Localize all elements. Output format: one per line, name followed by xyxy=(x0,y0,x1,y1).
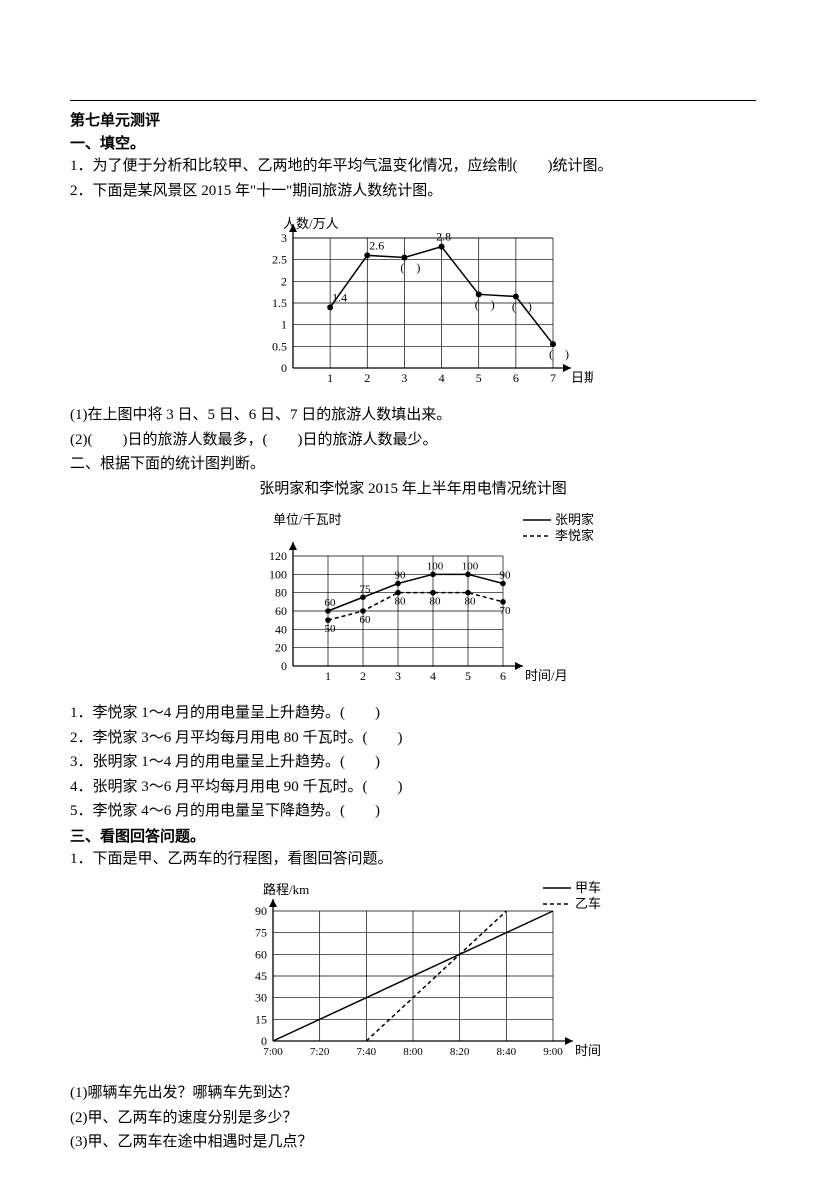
chart-3: 路程/km甲车乙车01530456075907:007:207:408:008:… xyxy=(203,876,623,1076)
doc-title: 第七单元测评 xyxy=(70,109,756,130)
svg-text:90: 90 xyxy=(500,570,512,582)
svg-text:6: 6 xyxy=(513,371,519,385)
svg-text:60: 60 xyxy=(275,604,287,618)
q2-3: 3．张明家 1～4 月的用电量呈上升趋势。( ) xyxy=(70,751,756,774)
svg-text:4: 4 xyxy=(430,669,436,683)
q1-2-intro: 2．下面是某风景区 2015 年"十一"期间旅游人数统计图。 xyxy=(70,180,756,203)
svg-text:90: 90 xyxy=(255,904,267,918)
svg-text:7:40: 7:40 xyxy=(357,1046,377,1058)
svg-text:1: 1 xyxy=(281,318,287,332)
svg-text:2.8: 2.8 xyxy=(436,230,451,244)
svg-text:15: 15 xyxy=(255,1012,267,1026)
svg-text:2: 2 xyxy=(364,371,370,385)
svg-text:1.4: 1.4 xyxy=(332,290,347,304)
svg-text:3: 3 xyxy=(401,371,407,385)
svg-text:5: 5 xyxy=(465,669,471,683)
chart-1-wrap: 人数/万人00.511.522.531234567日期1.42.6( )2.8(… xyxy=(70,208,756,398)
svg-text:100: 100 xyxy=(269,567,287,581)
svg-text:2: 2 xyxy=(281,274,287,288)
chart-2: 单位/千瓦时 张明家李悦家 0 20 40 60 80 100 120 1 2 3 4 5 6 时间/月 60 7… xyxy=(233,506,593,696)
top-rule xyxy=(70,100,756,101)
page: 第七单元测评 一、填空。 1．为了便于分析和比较甲、乙两地的年平均气温变化情况，… xyxy=(0,0,826,1196)
svg-text:60: 60 xyxy=(325,597,337,609)
svg-text:75: 75 xyxy=(255,926,267,940)
svg-text:( ): ( ) xyxy=(400,261,420,275)
section-1-heading: 一、填空。 xyxy=(70,132,756,153)
svg-text:1: 1 xyxy=(327,371,333,385)
chart-3-wrap: 路程/km甲车乙车01530456075907:007:207:408:008:… xyxy=(70,876,756,1076)
svg-text:7: 7 xyxy=(550,371,556,385)
svg-text:120: 120 xyxy=(269,549,287,563)
svg-text:75: 75 xyxy=(360,583,372,595)
svg-text:40: 40 xyxy=(275,622,287,636)
q2-2: 2．李悦家 3～6 月平均每月用电 80 千瓦时。( ) xyxy=(70,727,756,750)
svg-text:30: 30 xyxy=(255,991,267,1005)
svg-text:8:00: 8:00 xyxy=(403,1046,423,1058)
svg-text:80: 80 xyxy=(275,586,287,600)
svg-text:2: 2 xyxy=(360,669,366,683)
svg-text:( ): ( ) xyxy=(475,297,495,311)
q1-1: 1．为了便于分析和比较甲、乙两地的年平均气温变化情况，应绘制( )统计图。 xyxy=(70,155,756,178)
svg-text:2.5: 2.5 xyxy=(272,253,287,267)
q3-1: (1)哪辆车先出发？哪辆车先到达？ xyxy=(70,1082,756,1105)
svg-text:9:00: 9:00 xyxy=(543,1046,563,1058)
svg-text:4: 4 xyxy=(439,371,445,385)
section-2-heading: 二、根据下面的统计图判断。 xyxy=(70,453,756,476)
svg-text:甲车: 甲车 xyxy=(575,880,601,895)
svg-text:张明家: 张明家 xyxy=(555,512,593,527)
q1-2-1: (1)在上图中将 3 日、5 日、6 日、7 日的旅游人数填出来。 xyxy=(70,404,756,427)
svg-text:7:20: 7:20 xyxy=(310,1046,330,1058)
q3-3: (3)甲、乙两车在途中相遇时是几点？ xyxy=(70,1131,756,1154)
chart-2-wrap: 单位/千瓦时 张明家李悦家 0 20 40 60 80 100 120 1 2 3 4 5 6 时间/月 60 7… xyxy=(70,506,756,696)
chart-2-title: 张明家和李悦家 2015 年上半年用电情况统计图 xyxy=(70,478,756,501)
chart-1: 人数/万人00.511.522.531234567日期1.42.6( )2.8(… xyxy=(233,208,593,398)
svg-text:80: 80 xyxy=(430,596,442,608)
q3-2: (2)甲、乙两车的速度分别是多少？ xyxy=(70,1107,756,1130)
q2-4: 4．张明家 3～6 月平均每月用电 90 千瓦时。( ) xyxy=(70,776,756,799)
svg-text:90: 90 xyxy=(395,570,407,582)
q2-5: 5．李悦家 4～6 月的用电量呈下降趋势。( ) xyxy=(70,800,756,823)
svg-text:单位/千瓦时: 单位/千瓦时 xyxy=(273,512,342,527)
svg-text:( ): ( ) xyxy=(549,347,569,361)
svg-text:0: 0 xyxy=(281,361,287,375)
svg-text:日期: 日期 xyxy=(571,370,593,385)
svg-text:8:20: 8:20 xyxy=(450,1046,470,1058)
section-3-heading: 三、看图回答问题。 xyxy=(70,825,756,846)
svg-text:时间: 时间 xyxy=(575,1043,601,1058)
svg-text:70: 70 xyxy=(500,605,512,617)
svg-text:60: 60 xyxy=(255,947,267,961)
svg-text:7:00: 7:00 xyxy=(263,1046,283,1058)
svg-text:李悦家: 李悦家 xyxy=(555,528,593,543)
svg-text:0: 0 xyxy=(281,659,287,673)
q2-1: 1．李悦家 1～4 月的用电量呈上升趋势。( ) xyxy=(70,702,756,725)
svg-text:60: 60 xyxy=(360,614,372,626)
svg-text:100: 100 xyxy=(462,560,479,572)
svg-text:6: 6 xyxy=(500,669,506,683)
svg-text:20: 20 xyxy=(275,641,287,655)
svg-text:( ): ( ) xyxy=(512,300,532,314)
svg-text:50: 50 xyxy=(325,623,337,635)
q1-2-2: (2)( )日的旅游人数最多，( )日的旅游人数最少。 xyxy=(70,429,756,452)
svg-text:3: 3 xyxy=(395,669,401,683)
svg-text:1.5: 1.5 xyxy=(272,296,287,310)
svg-text:45: 45 xyxy=(255,969,267,983)
svg-text:0.5: 0.5 xyxy=(272,339,287,353)
svg-text:80: 80 xyxy=(465,596,477,608)
svg-text:3: 3 xyxy=(281,231,287,245)
svg-text:5: 5 xyxy=(476,371,482,385)
svg-text:2.6: 2.6 xyxy=(369,238,384,252)
svg-text:路程/km: 路程/km xyxy=(263,882,309,897)
svg-text:1: 1 xyxy=(325,669,331,683)
svg-text:时间/月: 时间/月 xyxy=(525,668,568,683)
svg-text:100: 100 xyxy=(427,560,444,572)
svg-text:80: 80 xyxy=(395,596,407,608)
q3-intro: 1．下面是甲、乙两车的行程图，看图回答问题。 xyxy=(70,848,756,871)
svg-text:8:40: 8:40 xyxy=(497,1046,517,1058)
svg-text:乙车: 乙车 xyxy=(575,896,601,911)
